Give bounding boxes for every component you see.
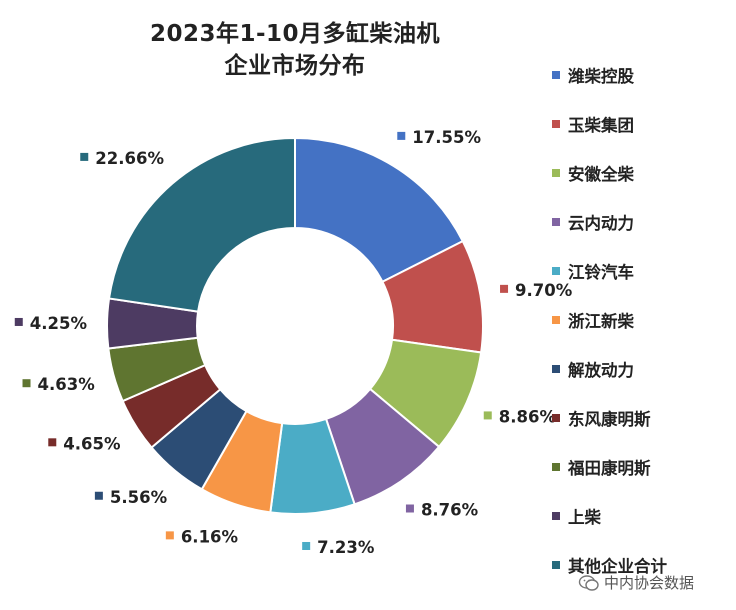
data-label-text-4: 7.23% xyxy=(317,538,375,557)
data-label-text-6: 5.56% xyxy=(110,488,168,507)
wechat-icon xyxy=(578,574,599,591)
data-label-marker-3 xyxy=(405,504,414,513)
data-label-marker-9 xyxy=(14,317,23,326)
data-label-marker-2 xyxy=(483,411,492,420)
donut-slice-10 xyxy=(107,136,296,313)
legend-label-10: 其他企业合计 xyxy=(568,556,667,576)
legend-swatch-2 xyxy=(552,168,560,177)
legend-label-2: 安徽全柴 xyxy=(568,164,634,184)
legend-swatch-4 xyxy=(552,266,560,275)
legend-item-8: 福田康明斯 xyxy=(552,442,667,491)
data-label-text-9: 4.25% xyxy=(30,314,88,333)
legend-swatch-6 xyxy=(552,364,560,373)
legend-swatch-7 xyxy=(552,413,560,422)
data-label-text-0: 17.55% xyxy=(412,128,481,147)
legend-label-0: 潍柴控股 xyxy=(568,66,634,86)
data-label-10: 22.66% xyxy=(80,149,164,168)
legend-label-3: 云内动力 xyxy=(568,213,634,233)
legend-item-6: 解放动力 xyxy=(552,344,667,393)
watermark: 中内协会数据 xyxy=(578,572,694,593)
data-label-text-7: 4.65% xyxy=(63,434,121,453)
data-label-marker-7 xyxy=(48,438,57,447)
legend-item-4: 江铃汽车 xyxy=(552,246,667,295)
legend-swatch-0 xyxy=(552,70,560,79)
data-label-marker-0 xyxy=(397,131,406,140)
data-label-text-2: 8.86% xyxy=(499,407,557,426)
data-label-marker-10 xyxy=(80,152,89,161)
legend-swatch-5 xyxy=(552,315,560,324)
data-label-marker-5 xyxy=(165,531,174,540)
legend-item-3: 云内动力 xyxy=(552,197,667,246)
data-label-0: 17.55% xyxy=(397,128,481,147)
data-label-7: 4.65% xyxy=(48,434,121,453)
legend-label-9: 上柴 xyxy=(568,507,601,527)
legend-item-5: 浙江新柴 xyxy=(552,295,667,344)
legend-label-4: 江铃汽车 xyxy=(568,262,634,282)
legend-item-1: 玉柴集团 xyxy=(552,99,667,148)
data-label-1: 9.70% xyxy=(500,281,573,300)
watermark-text: 中内协会数据 xyxy=(604,574,695,592)
data-label-marker-1 xyxy=(500,284,509,293)
donut-slice-0 xyxy=(294,136,465,284)
legend-label-5: 浙江新柴 xyxy=(568,311,634,331)
legend-label-8: 福田康明斯 xyxy=(568,458,651,478)
chart-title-line-1: 2023年1-10月多缸柴油机 xyxy=(149,21,441,47)
data-label-6: 5.56% xyxy=(94,488,168,507)
legend-label-6: 解放动力 xyxy=(568,360,634,380)
legend-swatch-1 xyxy=(552,119,560,128)
legend-label-7: 东风康明斯 xyxy=(568,409,651,429)
legend-item-0: 潍柴控股 xyxy=(552,50,667,99)
data-label-4: 7.23% xyxy=(302,538,375,557)
data-label-5: 6.16% xyxy=(165,527,239,546)
legend-item-10: 其他企业合计 xyxy=(552,540,667,589)
legend-item-7: 东风康明斯 xyxy=(552,393,667,442)
legend-swatch-9 xyxy=(552,511,560,520)
legend-swatch-8 xyxy=(552,462,560,471)
data-label-3: 8.76% xyxy=(405,501,479,520)
data-label-text-5: 6.16% xyxy=(181,527,239,546)
data-label-marker-6 xyxy=(94,491,103,500)
data-label-text-8: 4.63% xyxy=(38,375,96,394)
data-label-9: 4.25% xyxy=(14,314,88,333)
data-label-marker-8 xyxy=(22,379,31,388)
data-label-2: 8.86% xyxy=(483,407,557,426)
chart-title-line-2: 企业市场分布 xyxy=(224,53,366,79)
legend-swatch-10 xyxy=(552,560,560,569)
data-label-text-3: 8.76% xyxy=(421,501,479,520)
legend-item-2: 安徽全柴 xyxy=(552,148,667,197)
chart-legend: 潍柴控股玉柴集团安徽全柴云内动力江铃汽车浙江新柴解放动力东风康明斯福田康明斯上柴… xyxy=(552,50,667,589)
data-label-text-1: 9.70% xyxy=(515,281,573,300)
legend-item-9: 上柴 xyxy=(552,491,667,540)
data-label-8: 4.63% xyxy=(22,375,96,394)
data-label-text-10: 22.66% xyxy=(95,149,164,168)
legend-label-1: 玉柴集团 xyxy=(568,115,634,135)
legend-swatch-3 xyxy=(552,217,560,226)
data-label-marker-4 xyxy=(302,541,311,550)
